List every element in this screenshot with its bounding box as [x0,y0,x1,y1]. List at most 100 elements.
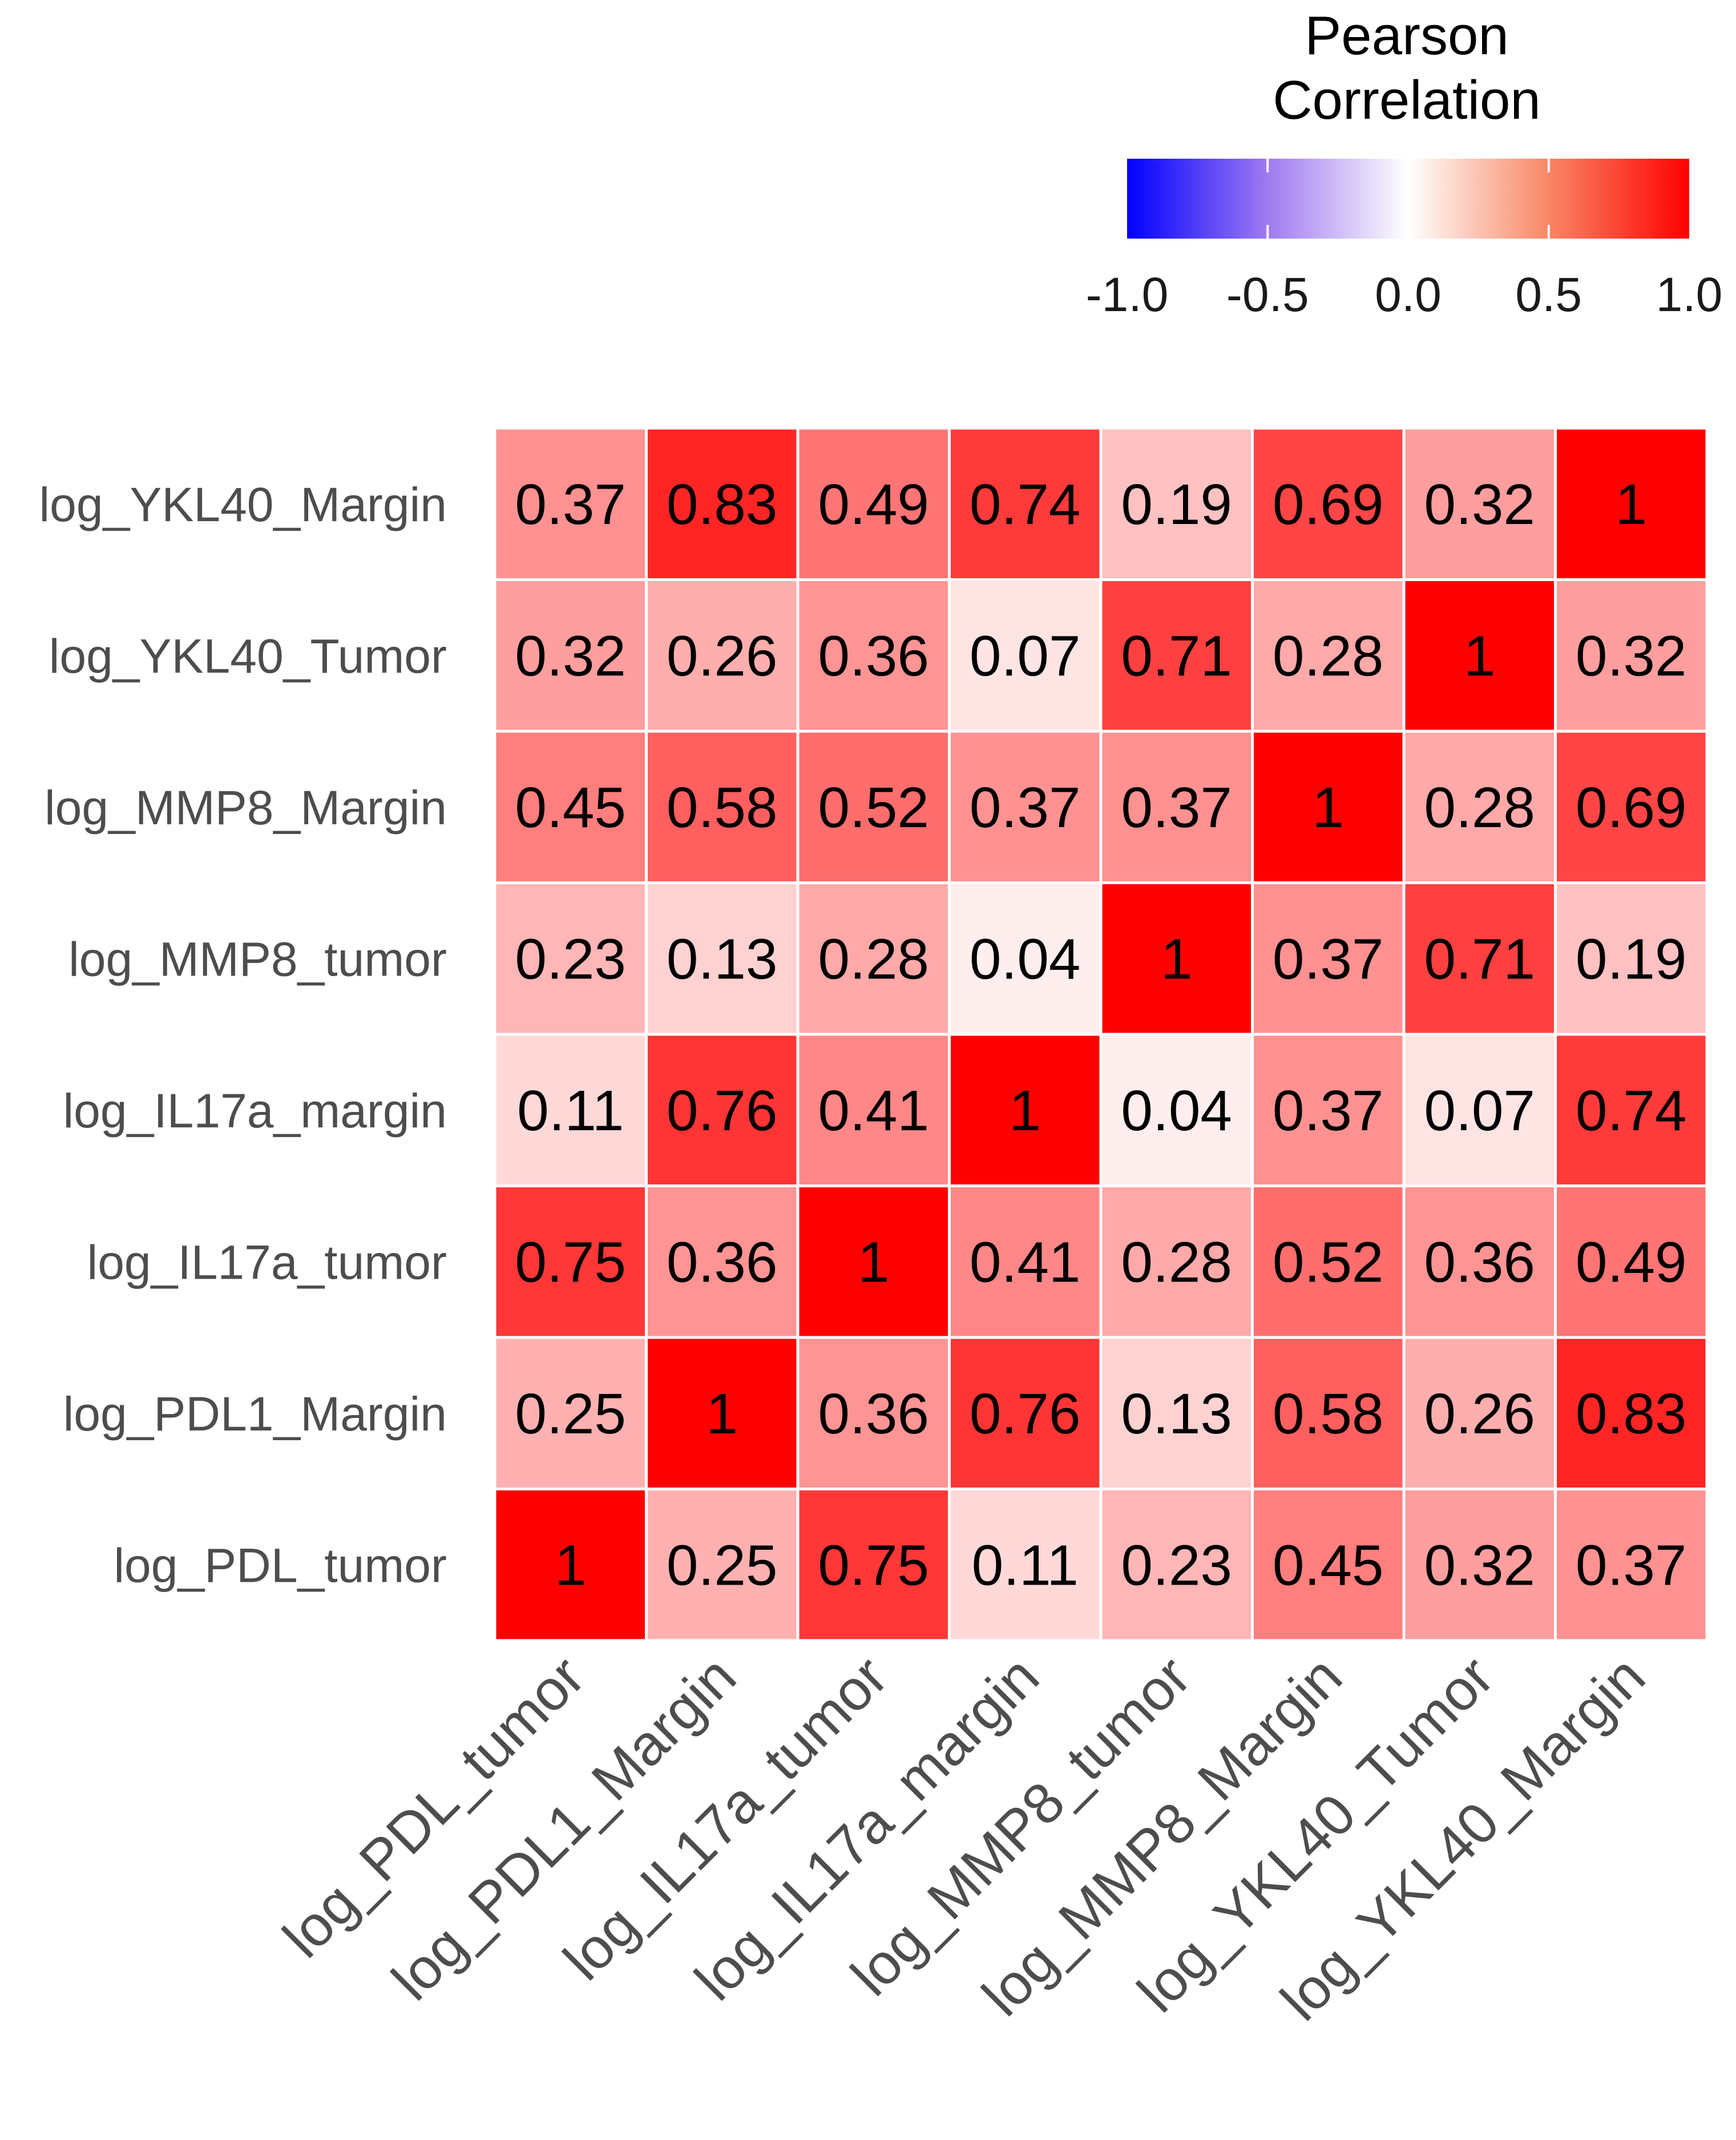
cell-value-label: 0.45 [1273,1533,1384,1597]
heatmap-cell [493,1488,648,1642]
cell-value-label: 0.32 [515,624,626,688]
cell-value-label: 0.52 [818,776,929,840]
cell-value-label: 0.25 [667,1533,778,1597]
heatmap-cell [796,578,951,733]
cell-value-label: 0.11 [972,1533,1079,1597]
cell-value-label: 0.49 [1576,1230,1687,1294]
heatmap-cell [1554,1033,1709,1187]
heatmap-cell [948,730,1103,884]
cell-value-label: 1 [706,1382,738,1446]
heatmap-cell [645,1488,800,1642]
heatmap-cell [1402,578,1557,733]
cell-value-label: 0.37 [1273,927,1384,991]
heatmap-cell [1402,1184,1557,1339]
cell-value-label: 0.28 [818,927,929,991]
cell-value-label: 0.36 [818,624,929,688]
row-label: log_YKL40_Margin [39,478,447,531]
heatmap-cell [1554,881,1709,1036]
row-label: log_MMP8_Margin [45,781,447,835]
row-label: log_PDL_tumor [114,1538,447,1592]
heatmap-cell [796,1184,951,1339]
heatmap-cell [493,1184,648,1339]
legend-tick-label: 1.0 [1656,268,1723,321]
heatmap-cell [796,1336,951,1490]
heatmap-cell [493,1033,648,1187]
cell-value-label: 0.69 [1273,473,1384,537]
row-label: log_IL17a_tumor [87,1235,447,1289]
legend-title-line-1: Pearson [1305,5,1509,66]
legend-ticks: -1.0 -0.5 0.0 0.5 1.0 [1086,159,1723,321]
heatmap-cell [1402,1033,1557,1187]
heatmap-cell [796,730,951,884]
cell-value-label: 0.28 [1273,624,1384,688]
legend-tick-label: 0.0 [1375,268,1442,321]
heatmap-cell [1099,1336,1254,1490]
heatmap-cell [493,730,648,884]
cell-value-label: 0.23 [1121,1533,1232,1597]
cell-value-label: 0.26 [1424,1382,1535,1446]
heatmap-cell [493,426,648,581]
cell-value-label: 0.37 [1121,776,1232,840]
heatmap-cell [1251,1488,1406,1642]
cell-value-label: 0.28 [1121,1230,1232,1294]
cell-value-label: 0.37 [970,776,1081,840]
cell-value-label: 0.45 [515,776,626,840]
legend-title-line-2: Correlation [1273,70,1541,131]
heatmap-cell [1554,1184,1709,1339]
cell-value-label: 0.19 [1121,473,1232,537]
cell-value-label: 0.58 [1273,1382,1384,1446]
cell-value-label: 0.13 [667,927,778,991]
cell-value-label: 0.58 [667,776,778,840]
heatmap-cell [1251,1033,1406,1187]
cell-value-label: 1 [555,1533,587,1597]
cell-value-label: 0.07 [970,624,1081,688]
cell-value-label: 0.11 [517,1079,624,1143]
heatmap-cell [1554,426,1709,581]
cell-value-label: 0.76 [667,1079,778,1143]
cell-value-label: 0.36 [818,1382,929,1446]
heatmap-cell [1554,1488,1709,1642]
cell-value-label: 0.13 [1121,1382,1232,1446]
heatmap-cell [493,578,648,733]
legend-tick-label: -0.5 [1226,268,1309,321]
cell-value-label: 1 [1464,624,1496,688]
heatmap-cell [1554,578,1709,733]
heatmap-cell [796,1488,951,1642]
cell-value-label: 1 [1615,473,1647,537]
legend: Pearson Correlation -1.0 -0.5 0.0 0.5 1.0 [1086,5,1723,321]
heatmap-cell [948,1336,1103,1490]
cell-value-label: 0.49 [818,473,929,537]
heatmap-cell [1251,1336,1406,1490]
cell-value-label: 0.75 [818,1533,929,1597]
column-labels: log_PDL_tumorlog_PDL1_Marginlog_IL17a_tu… [271,1644,1657,2033]
cell-value-label: 0.41 [818,1079,929,1143]
heatmap-cell [1251,1184,1406,1339]
legend-tick-label: 0.5 [1515,268,1582,321]
cell-value-label: 0.74 [970,473,1081,537]
cell-value-label: 0.36 [667,1230,778,1294]
heatmap-cell [1554,730,1709,884]
heatmap-cell [1402,1336,1557,1490]
heatmap-cell [796,426,951,581]
cell-value-label: 0.52 [1273,1230,1384,1294]
cell-value-label: 0.23 [515,927,626,991]
heatmap-cell [645,426,800,581]
cell-value-label: 0.71 [1424,927,1535,991]
cell-value-label: 0.32 [1424,473,1535,537]
cell-value-label: 1 [1009,1079,1041,1143]
cell-value-label: 0.36 [1424,1230,1535,1294]
heatmap-cell [948,426,1103,581]
cell-value-label: 0.75 [515,1230,626,1294]
cell-value-label: 0.04 [970,927,1081,991]
heatmap-cell [1251,426,1406,581]
cell-value-label: 1 [1312,776,1344,840]
row-label: log_YKL40_Tumor [49,629,447,683]
cell-value-label: 0.37 [515,473,626,537]
heatmap-cell [645,1033,800,1187]
heatmap-cell [1402,426,1557,581]
heatmap-cell [493,1336,648,1490]
cell-value-label: 0.74 [1576,1079,1687,1143]
heatmap-cell [645,881,800,1036]
heatmap-cell [1099,1184,1254,1339]
